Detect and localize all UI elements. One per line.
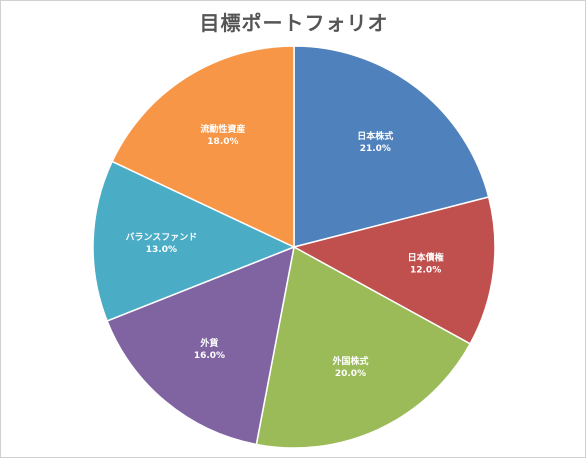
slice-label-3: 外国株式 [331, 355, 368, 367]
slice-label-2: 日本債権 [408, 252, 444, 264]
slice-value-label-4: 16.0% [194, 351, 225, 361]
pie-slice-4 [106, 245, 295, 446]
slice-label-4: 外貨 [199, 337, 218, 349]
pie-slice-1 [293, 45, 490, 248]
slice-label-6: 流動性資産 [200, 123, 245, 135]
pie-slice-5 [92, 160, 296, 322]
slice-value-label-1: 21.0% [360, 144, 391, 154]
slice-label-5: バランスファンド [125, 232, 197, 243]
slice-label-1: 日本株式 [357, 130, 393, 142]
slice-value-label-6: 18.0% [207, 137, 238, 147]
pie-slice-6 [111, 45, 295, 249]
pie-slice-3 [255, 245, 472, 449]
slice-value-label-2: 12.0% [410, 266, 441, 276]
slice-value-label-5: 13.0% [146, 245, 177, 255]
pie-slice-2 [291, 196, 496, 345]
chart-title: 目標ポートフォリオ [199, 11, 389, 35]
slice-value-label-3: 20.0% [335, 369, 366, 379]
